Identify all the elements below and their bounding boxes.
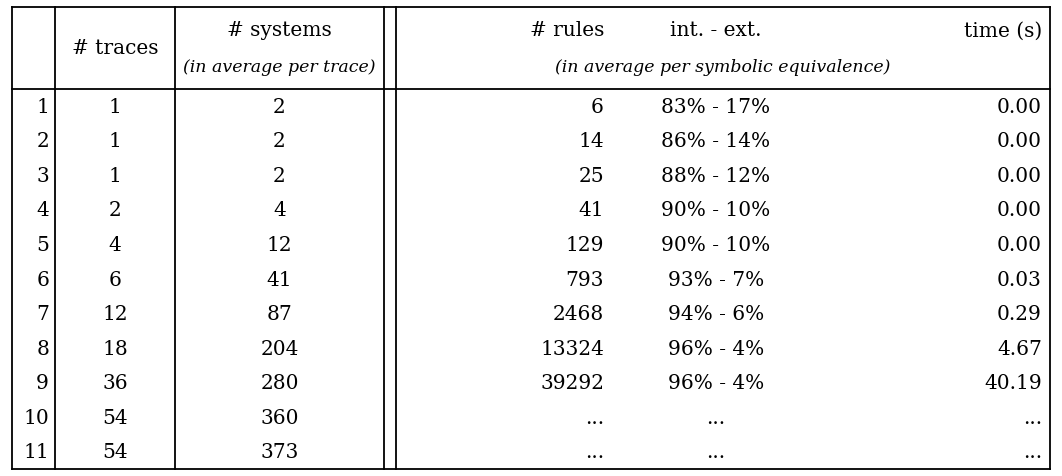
Text: 0.00: 0.00 bbox=[997, 167, 1042, 186]
Text: 2: 2 bbox=[273, 98, 286, 117]
Text: 14: 14 bbox=[579, 132, 604, 151]
Text: 360: 360 bbox=[260, 408, 298, 427]
Text: (in average per trace): (in average per trace) bbox=[184, 59, 376, 75]
Text: 7: 7 bbox=[36, 305, 49, 323]
Text: 2: 2 bbox=[273, 167, 286, 186]
Text: 41: 41 bbox=[267, 270, 292, 289]
Text: ...: ... bbox=[1023, 442, 1042, 461]
Text: 54: 54 bbox=[102, 408, 127, 427]
Text: 39292: 39292 bbox=[539, 373, 604, 392]
Text: 4: 4 bbox=[273, 201, 286, 220]
Text: 96% - 4%: 96% - 4% bbox=[668, 339, 765, 358]
Text: 41: 41 bbox=[579, 201, 604, 220]
Text: 2: 2 bbox=[108, 201, 121, 220]
Text: time (s): time (s) bbox=[963, 21, 1042, 40]
Text: ...: ... bbox=[585, 408, 604, 427]
Text: 12: 12 bbox=[102, 305, 127, 323]
Text: ...: ... bbox=[1023, 408, 1042, 427]
Text: 6: 6 bbox=[108, 270, 121, 289]
Text: 93% - 7%: 93% - 7% bbox=[668, 270, 765, 289]
Text: 0.00: 0.00 bbox=[997, 236, 1042, 254]
Text: 0.29: 0.29 bbox=[997, 305, 1042, 323]
Text: ...: ... bbox=[585, 442, 604, 461]
Text: 94% - 6%: 94% - 6% bbox=[668, 305, 765, 323]
Text: 9: 9 bbox=[36, 373, 49, 392]
Text: 0.03: 0.03 bbox=[997, 270, 1042, 289]
Text: 204: 204 bbox=[260, 339, 298, 358]
Text: 87: 87 bbox=[267, 305, 292, 323]
Text: int. - ext.: int. - ext. bbox=[670, 21, 761, 40]
Text: 5: 5 bbox=[36, 236, 49, 254]
Text: 83% - 17%: 83% - 17% bbox=[662, 98, 771, 117]
Text: 90% - 10%: 90% - 10% bbox=[662, 236, 771, 254]
Text: 129: 129 bbox=[565, 236, 604, 254]
Text: # traces: # traces bbox=[72, 40, 158, 59]
Text: 90% - 10%: 90% - 10% bbox=[662, 201, 771, 220]
Text: 1: 1 bbox=[108, 98, 121, 117]
Text: ...: ... bbox=[706, 442, 725, 461]
Text: 13324: 13324 bbox=[541, 339, 604, 358]
Text: 1: 1 bbox=[36, 98, 49, 117]
Text: 88% - 12%: 88% - 12% bbox=[662, 167, 771, 186]
Text: 0.00: 0.00 bbox=[997, 201, 1042, 220]
Text: 10: 10 bbox=[23, 408, 49, 427]
Text: 1: 1 bbox=[108, 167, 121, 186]
Text: 373: 373 bbox=[260, 442, 298, 461]
Text: 0.00: 0.00 bbox=[997, 132, 1042, 151]
Text: 793: 793 bbox=[565, 270, 604, 289]
Text: 86% - 14%: 86% - 14% bbox=[662, 132, 771, 151]
Text: 2: 2 bbox=[36, 132, 49, 151]
Text: 36: 36 bbox=[102, 373, 127, 392]
Text: 4.67: 4.67 bbox=[997, 339, 1042, 358]
Text: 25: 25 bbox=[579, 167, 604, 186]
Text: 2: 2 bbox=[273, 132, 286, 151]
Text: 18: 18 bbox=[102, 339, 127, 358]
Text: ...: ... bbox=[706, 408, 725, 427]
Text: 0.00: 0.00 bbox=[997, 98, 1042, 117]
Text: 96% - 4%: 96% - 4% bbox=[668, 373, 765, 392]
Text: (in average per symbolic equivalence): (in average per symbolic equivalence) bbox=[555, 59, 891, 75]
Text: 1: 1 bbox=[108, 132, 121, 151]
Text: 3: 3 bbox=[36, 167, 49, 186]
Text: 4: 4 bbox=[108, 236, 121, 254]
Text: # systems: # systems bbox=[227, 21, 331, 40]
Text: 8: 8 bbox=[36, 339, 49, 358]
Text: 6: 6 bbox=[592, 98, 604, 117]
Text: 12: 12 bbox=[267, 236, 292, 254]
Text: 280: 280 bbox=[260, 373, 298, 392]
Text: 6: 6 bbox=[36, 270, 49, 289]
Text: 40.19: 40.19 bbox=[984, 373, 1042, 392]
Text: 11: 11 bbox=[23, 442, 49, 461]
Text: # rules: # rules bbox=[530, 21, 604, 40]
Text: 4: 4 bbox=[36, 201, 49, 220]
Text: 54: 54 bbox=[102, 442, 127, 461]
Text: 2468: 2468 bbox=[552, 305, 604, 323]
